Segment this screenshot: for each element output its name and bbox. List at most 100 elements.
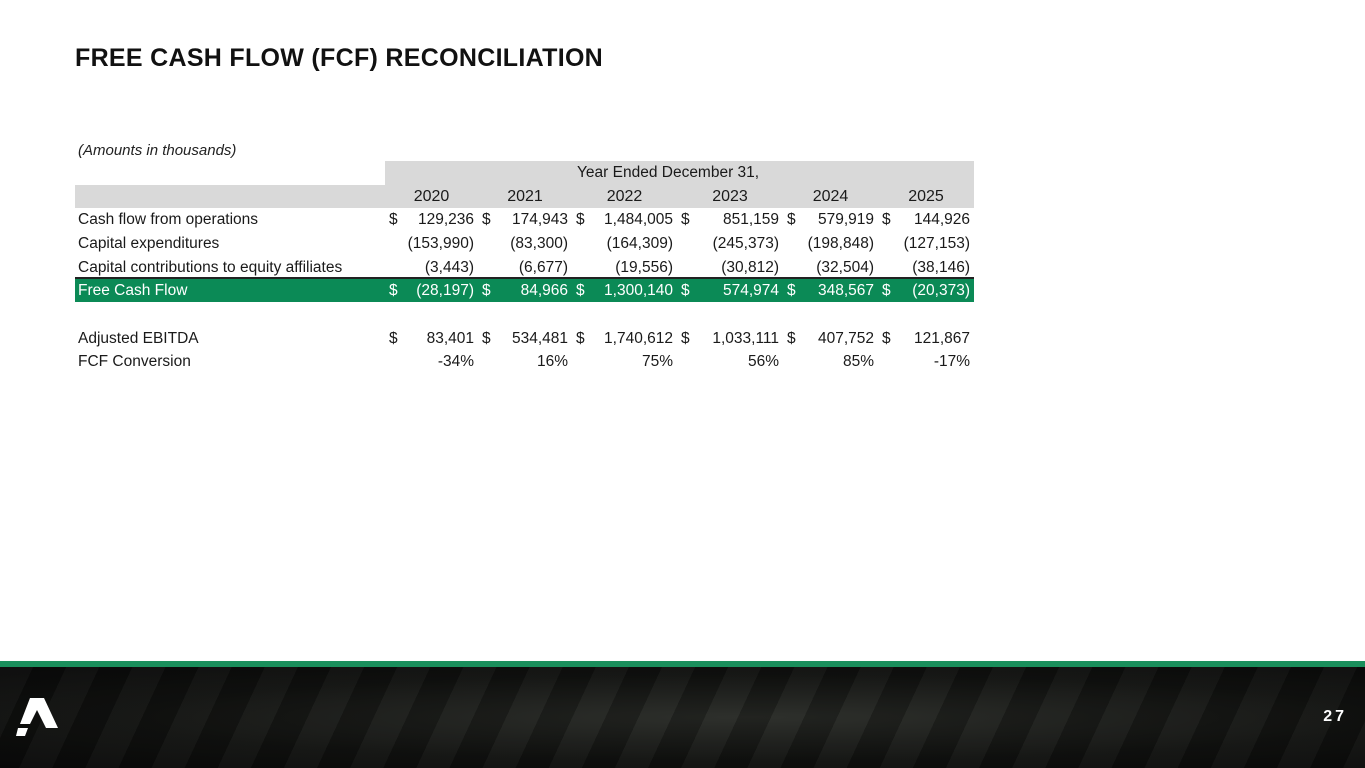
table-cell: (30,812) [677, 259, 783, 279]
cell-value: (198,848) [807, 235, 874, 252]
table-cell: 75% [572, 353, 677, 373]
table-cell: $174,943 [478, 211, 572, 231]
cell-value: (19,556) [615, 259, 673, 276]
currency-symbol: $ [787, 282, 796, 299]
table-cell: $1,740,612 [572, 330, 677, 350]
table-cell: $144,926 [878, 211, 974, 231]
table-cell: $ (28,197) [385, 282, 478, 302]
cell-value: (38,146) [912, 259, 970, 276]
table-row: Cash flow from operations $129,236 $174,94… [75, 208, 974, 231]
table-cell: $83,401 [385, 330, 478, 350]
cell-value: (245,373) [712, 235, 779, 252]
year-header-2023: 2023 [712, 188, 748, 205]
table-cell: (38,146) [878, 259, 974, 279]
cell-value: 407,752 [817, 330, 874, 347]
cell-value: 121,867 [913, 330, 970, 347]
cell-value: (32,504) [816, 259, 874, 276]
row-label: Cash flow from operations [78, 211, 259, 228]
cell-value: 579,919 [817, 211, 874, 228]
currency-symbol: $ [389, 211, 398, 228]
cell-value: 83,401 [426, 330, 474, 347]
table-cell: $1,300,140 [572, 282, 677, 302]
group-header-label: Year Ended December 31, [577, 164, 760, 181]
cell-value: 129,236 [417, 211, 474, 228]
cell-value: 16% [536, 353, 568, 370]
cell-value: (6,677) [518, 259, 568, 276]
table-cell: (83,300) [478, 235, 572, 255]
table-cell: 56% [677, 353, 783, 373]
table-cell: (127,153) [878, 235, 974, 255]
row-label: Capital expenditures [78, 235, 220, 252]
cell-value: 1,300,140 [604, 282, 673, 299]
table-cell: (32,504) [783, 259, 878, 279]
year-header-2025: 2025 [908, 188, 944, 205]
currency-symbol: $ [389, 282, 398, 299]
currency-symbol: $ [482, 330, 491, 347]
table-cell: (6,677) [478, 259, 572, 279]
table-cell: -17% [878, 353, 974, 373]
cell-value: (83,300) [510, 235, 568, 252]
cell-value: 574,974 [722, 282, 779, 299]
year-header-2022: 2022 [606, 188, 643, 205]
group-header: Year Ended December 31, [385, 161, 974, 185]
table-cell: $574,974 [677, 282, 783, 302]
slide-title: FREE CASH FLOW (FCF) RECONCILIATION [75, 44, 604, 72]
table-row: Capital contributions to equity affiliat… [75, 256, 974, 279]
table-cell: $1,033,111 [677, 330, 783, 350]
row-label: Adjusted EBITDA [78, 330, 199, 347]
row-label: Free Cash Flow [78, 282, 188, 299]
row-label: FCF Conversion [78, 353, 191, 370]
table-cell: $1,484,005 [572, 211, 677, 231]
table-cell: (153,990) [385, 235, 478, 255]
cell-value: 144,926 [913, 211, 970, 228]
currency-symbol: $ [482, 282, 491, 299]
currency-symbol: $ [576, 282, 585, 299]
currency-symbol: $ [882, 282, 891, 299]
currency-symbol: $ [576, 330, 585, 347]
table-cell: (245,373) [677, 235, 783, 255]
cell-value: (28,197) [416, 282, 474, 299]
cell-value: 851,159 [722, 211, 779, 228]
cell-value: 1,484,005 [604, 211, 673, 228]
currency-symbol: $ [681, 330, 690, 347]
page-number: 27 [1323, 708, 1347, 725]
currency-symbol: $ [681, 211, 690, 228]
cell-value: 85% [842, 353, 874, 370]
cell-value: (127,153) [903, 235, 970, 252]
currency-symbol: $ [787, 330, 796, 347]
footer-band [0, 667, 1365, 768]
table-cell: $851,159 [677, 211, 783, 231]
cell-value: -34% [437, 353, 474, 370]
cell-value: 1,033,111 [712, 330, 779, 347]
amounts-note: (Amounts in thousands) [78, 142, 237, 159]
currency-symbol: $ [576, 211, 585, 228]
currency-symbol: $ [882, 211, 891, 228]
table-cell: $84,966 [478, 282, 572, 302]
table-cell: $534,481 [478, 330, 572, 350]
table-cell: (19,556) [572, 259, 677, 279]
table-cell: 16% [478, 353, 572, 373]
table-row: Free Cash Flow $ (28,197) $84,966 $1,300,140… [75, 277, 974, 302]
year-header-2020: 2020 [413, 188, 450, 205]
currency-symbol: $ [482, 211, 491, 228]
company-logo-icon [16, 698, 58, 736]
table-cell: $129,236 [385, 211, 478, 231]
cell-value: 534,481 [511, 330, 568, 347]
table-cell: $348,567 [783, 282, 878, 302]
table-cell: $579,919 [783, 211, 878, 231]
cell-value: 348,567 [817, 282, 874, 299]
table-cell: $407,752 [783, 330, 878, 350]
table-cell: (164,309) [572, 235, 677, 255]
row-label: Capital contributions to equity affiliat… [78, 259, 343, 276]
table-row: Capital expenditures (153,990) (83,300) (16… [75, 232, 974, 255]
cell-value: (30,812) [721, 259, 779, 276]
cell-value: 84,966 [520, 282, 568, 299]
cell-value: (153,990) [407, 235, 474, 252]
table-cell: (198,848) [783, 235, 878, 255]
cell-value: 56% [747, 353, 779, 370]
table-row: Adjusted EBITDA $83,401 $534,481 $1,740,612… [75, 327, 974, 350]
cell-value: (20,373) [912, 282, 970, 299]
year-header-2024: 2024 [812, 188, 849, 205]
cell-value: -17% [933, 353, 970, 370]
currency-symbol: $ [787, 211, 796, 228]
